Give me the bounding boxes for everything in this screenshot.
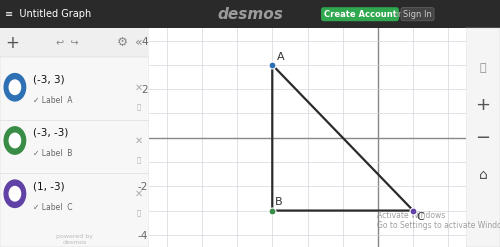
Text: ✓ Label  C: ✓ Label C [33,203,72,212]
Text: desmos: desmos [217,7,283,22]
Text: Sign In: Sign In [403,10,432,19]
Text: ✓ Label  B: ✓ Label B [33,149,72,158]
Circle shape [9,133,20,148]
Text: (-3, -3): (-3, -3) [33,128,68,138]
Text: powered by
desmos: powered by desmos [56,234,93,245]
Text: ✓ Label  A: ✓ Label A [33,96,72,105]
Text: 🔧: 🔧 [136,209,140,216]
Text: or: or [393,10,402,19]
Circle shape [4,74,26,101]
Text: B: B [275,197,282,207]
Text: ↩  ↪: ↩ ↪ [56,38,78,48]
Circle shape [4,180,26,207]
Text: ⌂: ⌂ [478,168,488,182]
Circle shape [9,80,20,94]
Text: (-3, 3): (-3, 3) [33,75,64,85]
Text: C: C [416,212,424,222]
Text: ✕: ✕ [134,189,142,199]
Text: «: « [135,36,142,49]
Text: +: + [476,96,490,114]
Text: 🔧: 🔧 [136,156,140,163]
Text: −: − [476,129,490,147]
Text: ⚙: ⚙ [116,36,128,49]
Text: Activate Windows
Go to Settings to activate Windows.: Activate Windows Go to Settings to activ… [377,211,500,230]
Text: ✕: ✕ [134,82,142,92]
Circle shape [4,127,26,154]
Text: Create Account: Create Account [324,10,396,19]
Text: 🔧: 🔧 [136,103,140,110]
Text: +: + [5,34,19,52]
Text: ✕: ✕ [134,136,142,145]
Text: ≡  Untitled Graph: ≡ Untitled Graph [5,9,91,19]
Text: (1, -3): (1, -3) [33,181,64,191]
Circle shape [9,186,20,201]
Text: A: A [276,52,284,62]
Text: 🔧: 🔧 [480,63,486,73]
